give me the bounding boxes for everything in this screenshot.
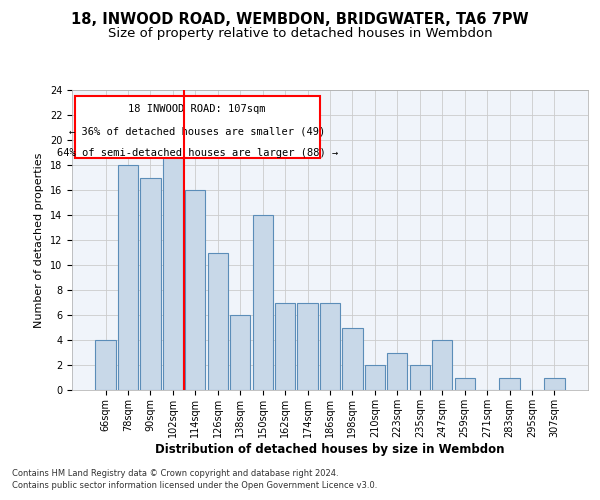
Bar: [163, 152, 183, 390]
Bar: [387, 352, 407, 390]
Text: 64% of semi-detached houses are larger (88) →: 64% of semi-detached houses are larger (…: [56, 148, 338, 158]
Bar: [320, 302, 340, 390]
Bar: [253, 215, 273, 390]
Bar: [544, 378, 565, 390]
Bar: [140, 178, 161, 390]
Bar: [343, 328, 362, 390]
Text: Contains HM Land Registry data © Crown copyright and database right 2024.: Contains HM Land Registry data © Crown c…: [12, 468, 338, 477]
Bar: [410, 365, 430, 390]
Text: Contains public sector information licensed under the Open Government Licence v3: Contains public sector information licen…: [12, 481, 377, 490]
Bar: [185, 190, 205, 390]
Text: 18, INWOOD ROAD, WEMBDON, BRIDGWATER, TA6 7PW: 18, INWOOD ROAD, WEMBDON, BRIDGWATER, TA…: [71, 12, 529, 28]
X-axis label: Distribution of detached houses by size in Wembdon: Distribution of detached houses by size …: [155, 442, 505, 456]
Bar: [118, 165, 138, 390]
Bar: [208, 252, 228, 390]
Bar: [275, 302, 295, 390]
Text: 18 INWOOD ROAD: 107sqm: 18 INWOOD ROAD: 107sqm: [128, 104, 266, 114]
Bar: [455, 378, 475, 390]
Bar: [230, 315, 250, 390]
Bar: [432, 340, 452, 390]
Y-axis label: Number of detached properties: Number of detached properties: [34, 152, 44, 328]
Text: Size of property relative to detached houses in Wembdon: Size of property relative to detached ho…: [107, 28, 493, 40]
FancyBboxPatch shape: [74, 96, 320, 158]
Bar: [298, 302, 317, 390]
Bar: [499, 378, 520, 390]
Bar: [95, 340, 116, 390]
Text: ← 36% of detached houses are smaller (49): ← 36% of detached houses are smaller (49…: [69, 126, 325, 136]
Bar: [365, 365, 385, 390]
